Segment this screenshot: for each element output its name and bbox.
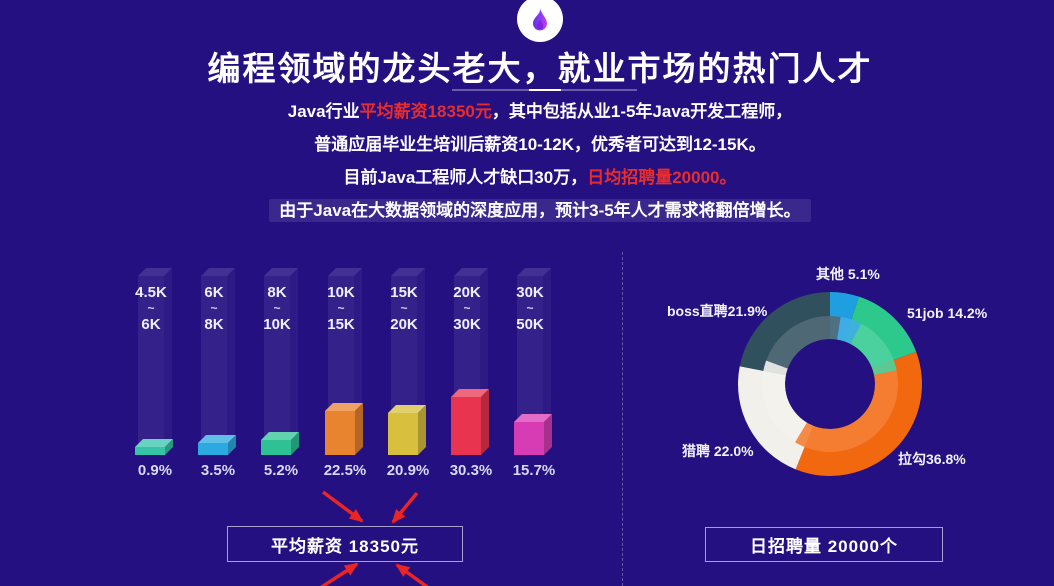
intro-text: Java行业平均薪资18350元，其中包括从业1-5年Java开发工程师， 普通… [13, 95, 1054, 227]
bar-front-face [388, 413, 418, 455]
flame-badge [517, 0, 563, 42]
donut-slice-highlight-51job [850, 323, 897, 376]
bar-value-label: 0.9% [137, 462, 173, 479]
bar-column: 20K ~30K 30.3% [450, 268, 492, 486]
donut-slice-highlight-boss [766, 316, 841, 369]
bar-front-face [135, 447, 165, 455]
bar-column: 4.5K ~6K 0.9% [135, 268, 174, 486]
salary-range-label: 30K ~50K [516, 284, 544, 333]
donut-label-other: 其他 5.1% [816, 266, 880, 282]
bar-column: 8K ~10K 5.2% [261, 268, 300, 486]
bar-front-face [261, 440, 291, 455]
red-highlight-salary: 平均薪资18350元 [359, 102, 492, 121]
intro-line-3: 目前Java工程师人才缺口30万，日均招聘量20000。 [343, 168, 737, 187]
bar-side-face [481, 389, 489, 455]
donut-slice-highlight-liepin [762, 360, 807, 443]
red-highlight-recruit: 日均招聘量20000。 [587, 168, 737, 187]
bar-front-face [198, 443, 228, 455]
highlight-band: 由于Java在大数据领域的深度应用，预计3-5年人才需求将翻倍增长。 [269, 199, 811, 222]
bar-side-face [355, 403, 363, 455]
intro-line-1: Java行业平均薪资18350元，其中包括从业1-5年Java开发工程师， [287, 102, 793, 121]
pillar-front-face [201, 276, 227, 452]
donut-label-boss: boss直聘21.9% [667, 303, 768, 319]
bar-column: 10K ~15K 22.5% [324, 268, 366, 486]
title-underline [452, 89, 637, 91]
salary-range-label: 20K ~30K [453, 284, 481, 333]
salary-range-label: 15K ~20K [390, 284, 418, 333]
arrow-bottom-right [395, 563, 429, 586]
pillar-front-face [264, 276, 290, 452]
intro-line-4: 由于Java在大数据领域的深度应用，预计3-5年人才需求将翻倍增长。 [13, 194, 1054, 227]
donut-label-51job: 51job 14.2% [907, 305, 988, 321]
donut-slice-highlight-other [837, 316, 862, 345]
bar-value-label: 15.7% [512, 462, 556, 479]
salary-range-label: 6K ~8K [204, 284, 224, 333]
bar-value-label: 5.2% [263, 462, 299, 479]
bar-column: 15K ~20K 20.9% [387, 268, 429, 486]
salary-range-label: 10K ~15K [327, 284, 355, 333]
pillar-front-face [138, 276, 164, 452]
bar-side-face [418, 405, 426, 455]
section-divider [622, 252, 623, 586]
donut-label-liepin: 猎聘 22.0% [682, 443, 754, 459]
donut-slice-highlight-lagou [795, 370, 898, 452]
bar-front-face [325, 411, 355, 455]
bar-column: 30K ~50K 15.7% [513, 268, 555, 486]
page-title: 编程领域的龙头老大，就业市场的热门人才 [207, 50, 873, 87]
bar-value-label: 3.5% [200, 462, 236, 479]
daily-recruitment-box: 日招聘量 20000个 [705, 527, 943, 562]
title-underline-center [529, 89, 561, 91]
bar-front-face [451, 397, 481, 455]
bar-column: 6K ~8K 3.5% [198, 268, 237, 486]
donut-label-lagou: 拉勾36.8% [898, 451, 966, 467]
bar-value-label: 20.9% [386, 462, 430, 479]
flame-icon [532, 7, 547, 30]
donut-svg [738, 292, 922, 476]
bar-front-face [514, 422, 544, 455]
intro-line-2: 普通应届毕业生培训后薪资10-12K，优秀者可达到12-15K。 [314, 135, 766, 154]
bar-value-label: 30.3% [449, 462, 493, 479]
bar-value-label: 22.5% [323, 462, 367, 479]
arrow-bottom-left [319, 562, 359, 586]
salary-range-label: 8K ~10K [263, 284, 291, 333]
salary-bar-chart: 4.5K ~6K 0.9% 6K ~8K 3.5% 8K ~10K 5.2% 10K ~15K 22.… [0, 268, 622, 498]
average-salary-box: 平均薪资 18350元 [227, 526, 463, 562]
salary-range-label: 4.5K ~6K [135, 284, 167, 333]
bar-side-face [544, 414, 552, 455]
